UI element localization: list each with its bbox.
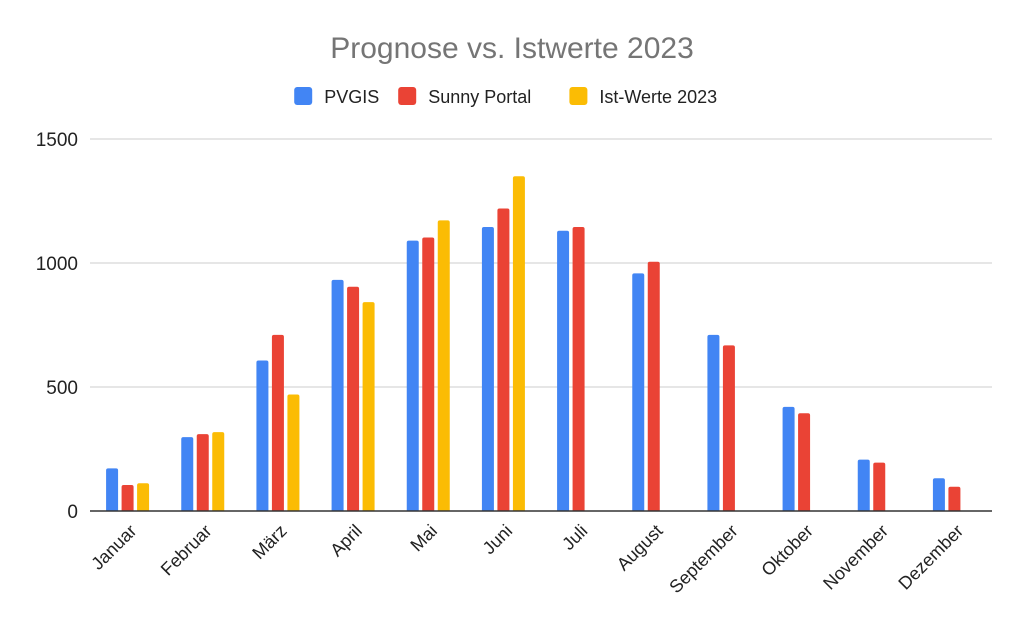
legend-label: Ist-Werte 2023 (599, 87, 717, 107)
bar-pvgis-11 (932, 478, 945, 511)
bar-ist-werte-2023-2 (287, 394, 300, 511)
y-tick-label: 1500 (36, 130, 78, 151)
x-tick-label: Mai (406, 521, 441, 556)
x-tick-label: November (819, 521, 892, 594)
x-tick-label: April (326, 521, 366, 561)
bar-pvgis-8 (707, 334, 720, 511)
x-tick-label: September (665, 521, 741, 597)
bar-pvgis-4 (406, 240, 419, 511)
y-axis-ticks: 0 500 1000 1500 (36, 130, 78, 523)
y-tick-label: 0 (67, 502, 78, 523)
gridlines (90, 138, 992, 388)
bar-sunny-portal-6 (572, 227, 585, 512)
bar-ist-werte-2023-1 (212, 432, 225, 511)
x-tick-label: März (248, 521, 290, 563)
bar-pvgis-0 (106, 468, 119, 511)
bar-ist-werte-2023-3 (362, 302, 375, 511)
bar-pvgis-1 (181, 437, 194, 511)
bar-sunny-portal-11 (948, 486, 961, 511)
bar-sunny-portal-2 (271, 334, 284, 511)
bar-sunny-portal-3 (347, 286, 360, 511)
bar-sunny-portal-0 (121, 484, 134, 511)
bar-pvgis-10 (857, 459, 870, 511)
bar-ist-werte-2023-5 (512, 176, 525, 511)
x-tick-label: Januar (87, 521, 140, 574)
y-tick-label: 500 (46, 378, 78, 399)
bar-sunny-portal-7 (647, 261, 660, 511)
bar-pvgis-9 (782, 406, 795, 511)
chart-title: Prognose vs. Istwerte 2023 (330, 32, 694, 65)
legend-label: PVGIS (324, 87, 379, 107)
bars (106, 176, 961, 512)
bar-pvgis-5 (481, 227, 494, 512)
x-tick-label: Februar (157, 521, 216, 580)
x-tick-label: August (613, 521, 667, 575)
legend-label: Sunny Portal (428, 87, 531, 107)
x-tick-label: Oktober (757, 521, 816, 580)
bar-pvgis-7 (632, 273, 645, 511)
bar-sunny-portal-4 (422, 237, 435, 511)
legend-swatch (569, 87, 588, 105)
x-tick-label: Juli (558, 521, 591, 554)
x-axis-ticks: Januar Februar März April Mai Juni Juli AugustS… (87, 521, 967, 597)
bar-sunny-portal-10 (873, 462, 886, 511)
bar-pvgis-6 (557, 230, 570, 511)
bar-sunny-portal-1 (196, 434, 209, 511)
bar-ist-werte-2023-4 (437, 220, 450, 511)
bar-ist-werte-2023-0 (137, 483, 150, 511)
bar-sunny-portal-8 (722, 345, 735, 511)
bar-sunny-portal-5 (497, 208, 510, 511)
x-tick-label: Dezember (894, 521, 967, 594)
legend-swatch (398, 87, 417, 105)
y-tick-label: 1000 (36, 254, 78, 275)
bar-pvgis-3 (331, 279, 344, 511)
x-tick-label: Juni (479, 521, 516, 558)
legend-swatch (294, 87, 313, 105)
bar-sunny-portal-9 (798, 413, 811, 511)
legend: PVGIS Sunny Portal Ist-Werte 2023 (294, 87, 717, 107)
bar-pvgis-2 (256, 360, 269, 511)
